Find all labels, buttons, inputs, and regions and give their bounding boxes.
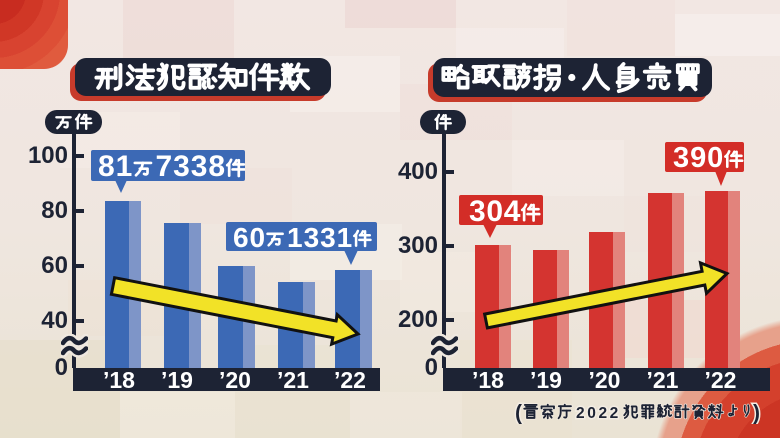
svg-text:1: 1 [287, 222, 303, 251]
svg-text:8: 8 [98, 150, 115, 181]
svg-text:9: 9 [690, 142, 706, 172]
svg-text:6: 6 [233, 222, 249, 251]
svg-text:1: 1 [337, 222, 353, 251]
svg-text:3: 3 [320, 222, 336, 251]
svg-text:0: 0 [486, 195, 503, 226]
svg-text:(: ( [515, 402, 522, 425]
svg-text:3: 3 [173, 150, 190, 181]
svg-text:4: 4 [504, 195, 521, 226]
svg-text:2022: 2022 [576, 405, 621, 422]
svg-text:0: 0 [250, 222, 266, 251]
svg-text:3: 3 [469, 195, 486, 226]
svg-text:3: 3 [673, 142, 689, 172]
svg-text:0: 0 [707, 142, 723, 172]
svg-text:7: 7 [155, 150, 172, 181]
svg-text:8: 8 [208, 150, 225, 181]
svg-text:1: 1 [116, 150, 133, 181]
svg-text:3: 3 [191, 150, 208, 181]
svg-text:): ) [753, 402, 760, 425]
svg-text:3: 3 [304, 222, 320, 251]
